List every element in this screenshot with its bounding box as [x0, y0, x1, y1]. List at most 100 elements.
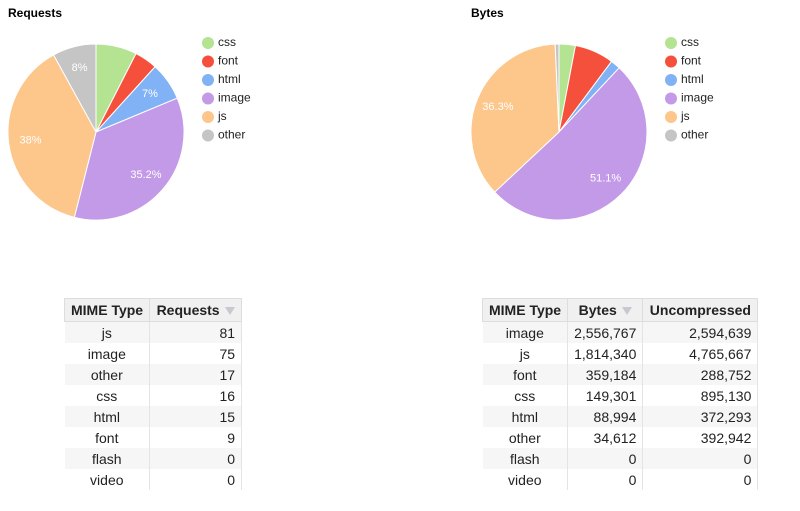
slice-label: 36.3% [482, 101, 513, 113]
table-cell: 1,814,340 [567, 343, 644, 364]
table-cell: font [64, 427, 151, 448]
column-header[interactable]: Uncompressed [642, 298, 759, 322]
table-row: video 0 0 [482, 469, 759, 490]
legend-marker [202, 111, 214, 123]
slice-label: 8% [72, 62, 88, 74]
table-cell: 17 [149, 364, 243, 385]
table-row: image 75 [64, 343, 243, 364]
column-header[interactable]: Requests [149, 298, 243, 322]
table-cell: 149,301 [567, 385, 644, 406]
table-cell: 0 [567, 448, 644, 469]
chart-title: Requests [8, 6, 62, 20]
chart-title: Bytes [471, 6, 504, 20]
data-table: MIME Type Bytes Uncompressed image 2,556,767… [481, 298, 759, 490]
header-row: MIME Type Requests [63, 298, 243, 322]
table-cell: html [482, 406, 569, 427]
table-row: flash 0 0 [482, 448, 759, 469]
column-header[interactable]: Bytes [567, 298, 644, 322]
pie-slice [7, 54, 97, 218]
legend-marker [665, 55, 677, 68]
table-row: image 2,556,767 2,594,639 [482, 321, 759, 343]
table-cell: video [482, 469, 569, 490]
table-cell: 2,594,639 [642, 321, 759, 343]
header-text: Requests [157, 302, 235, 318]
pie-slice [52, 43, 97, 133]
legend-label: other [681, 128, 708, 142]
legend-marker [202, 92, 214, 105]
legend-label: other [218, 128, 245, 142]
table-cell: other [64, 364, 151, 385]
header-text: MIME Type [71, 302, 144, 318]
legend-label: css [681, 35, 699, 49]
table-cell: 4,765,667 [642, 343, 759, 364]
table-cell: flash [482, 448, 569, 469]
table-cell: 9 [149, 427, 243, 448]
legend-label: font [681, 54, 702, 68]
slice-label: 35.2% [130, 169, 161, 181]
slice-label: 38% [20, 134, 42, 146]
table-cell: image [482, 321, 569, 343]
slice-label: 7% [142, 88, 158, 100]
table-cell: css [482, 385, 569, 406]
legend-marker [202, 129, 214, 142]
data-table: MIME Type Requests js 81 image 75 other 17 css 16… [63, 298, 243, 490]
legend-label: image [218, 91, 251, 105]
legend-label: html [681, 72, 704, 86]
table-cell: 15 [149, 406, 243, 427]
table-cell: other [482, 427, 569, 448]
table-cell: 895,130 [642, 385, 759, 406]
legend-marker [665, 37, 677, 49]
legend-label: css [218, 35, 236, 49]
table-cell: font [482, 364, 569, 385]
table-cell: 2,556,767 [567, 321, 644, 343]
table-row: html 88,994 372,293 [482, 406, 759, 427]
pie-slice [470, 43, 560, 193]
table-cell: 16 [149, 385, 243, 406]
legend-marker [665, 92, 677, 105]
table-row: video 0 [64, 469, 243, 490]
table-cell: 34,612 [567, 427, 644, 448]
table-row: font 9 [64, 427, 243, 448]
table-cell: 359,184 [567, 364, 644, 385]
table-cell: 392,942 [642, 427, 759, 448]
table-row: css 16 [64, 385, 243, 406]
table-row: js 81 [64, 321, 243, 343]
legend-label: font [218, 54, 239, 68]
legend-marker [202, 74, 214, 86]
table-cell: 372,293 [642, 406, 759, 427]
table-cell: css [64, 385, 151, 406]
table-cell: flash [64, 448, 151, 469]
table-cell: 0 [149, 448, 243, 469]
legend-label: js [217, 109, 227, 123]
table-cell: 88,994 [567, 406, 644, 427]
column-header[interactable]: MIME Type [63, 298, 151, 322]
header-text: Uncompressed [649, 302, 751, 318]
table-cell: 75 [149, 343, 243, 364]
table-cell: js [482, 343, 569, 364]
table-row: html 15 [64, 406, 243, 427]
table-row: other 34,612 392,942 [482, 427, 759, 448]
table-cell: video [64, 469, 151, 490]
table-cell: image [64, 343, 151, 364]
table-row: js 1,814,340 4,765,667 [482, 343, 759, 364]
table-cell: 81 [149, 321, 243, 343]
header-text: Bytes [579, 302, 632, 318]
legend-marker [665, 111, 677, 123]
legend-label: js [680, 109, 690, 123]
table-row: font 359,184 288,752 [482, 364, 759, 385]
legend-marker [665, 74, 677, 86]
table-row: other 17 [64, 364, 243, 385]
charts: Requests 7% 35.2% 38% 8% css font html image js ot… [7, 6, 714, 221]
legend-marker [202, 37, 214, 49]
pie-slice [554, 43, 560, 133]
table-cell: 0 [567, 469, 644, 490]
legend-marker [202, 55, 214, 68]
column-header[interactable]: MIME Type [481, 298, 569, 322]
table-cell: html [64, 406, 151, 427]
table-cell: 288,752 [642, 364, 759, 385]
pie-slice [494, 67, 648, 221]
table-cell: 0 [149, 469, 243, 490]
table-cell: js [64, 321, 151, 343]
legend-label: html [218, 72, 241, 86]
legend-label: image [681, 91, 714, 105]
